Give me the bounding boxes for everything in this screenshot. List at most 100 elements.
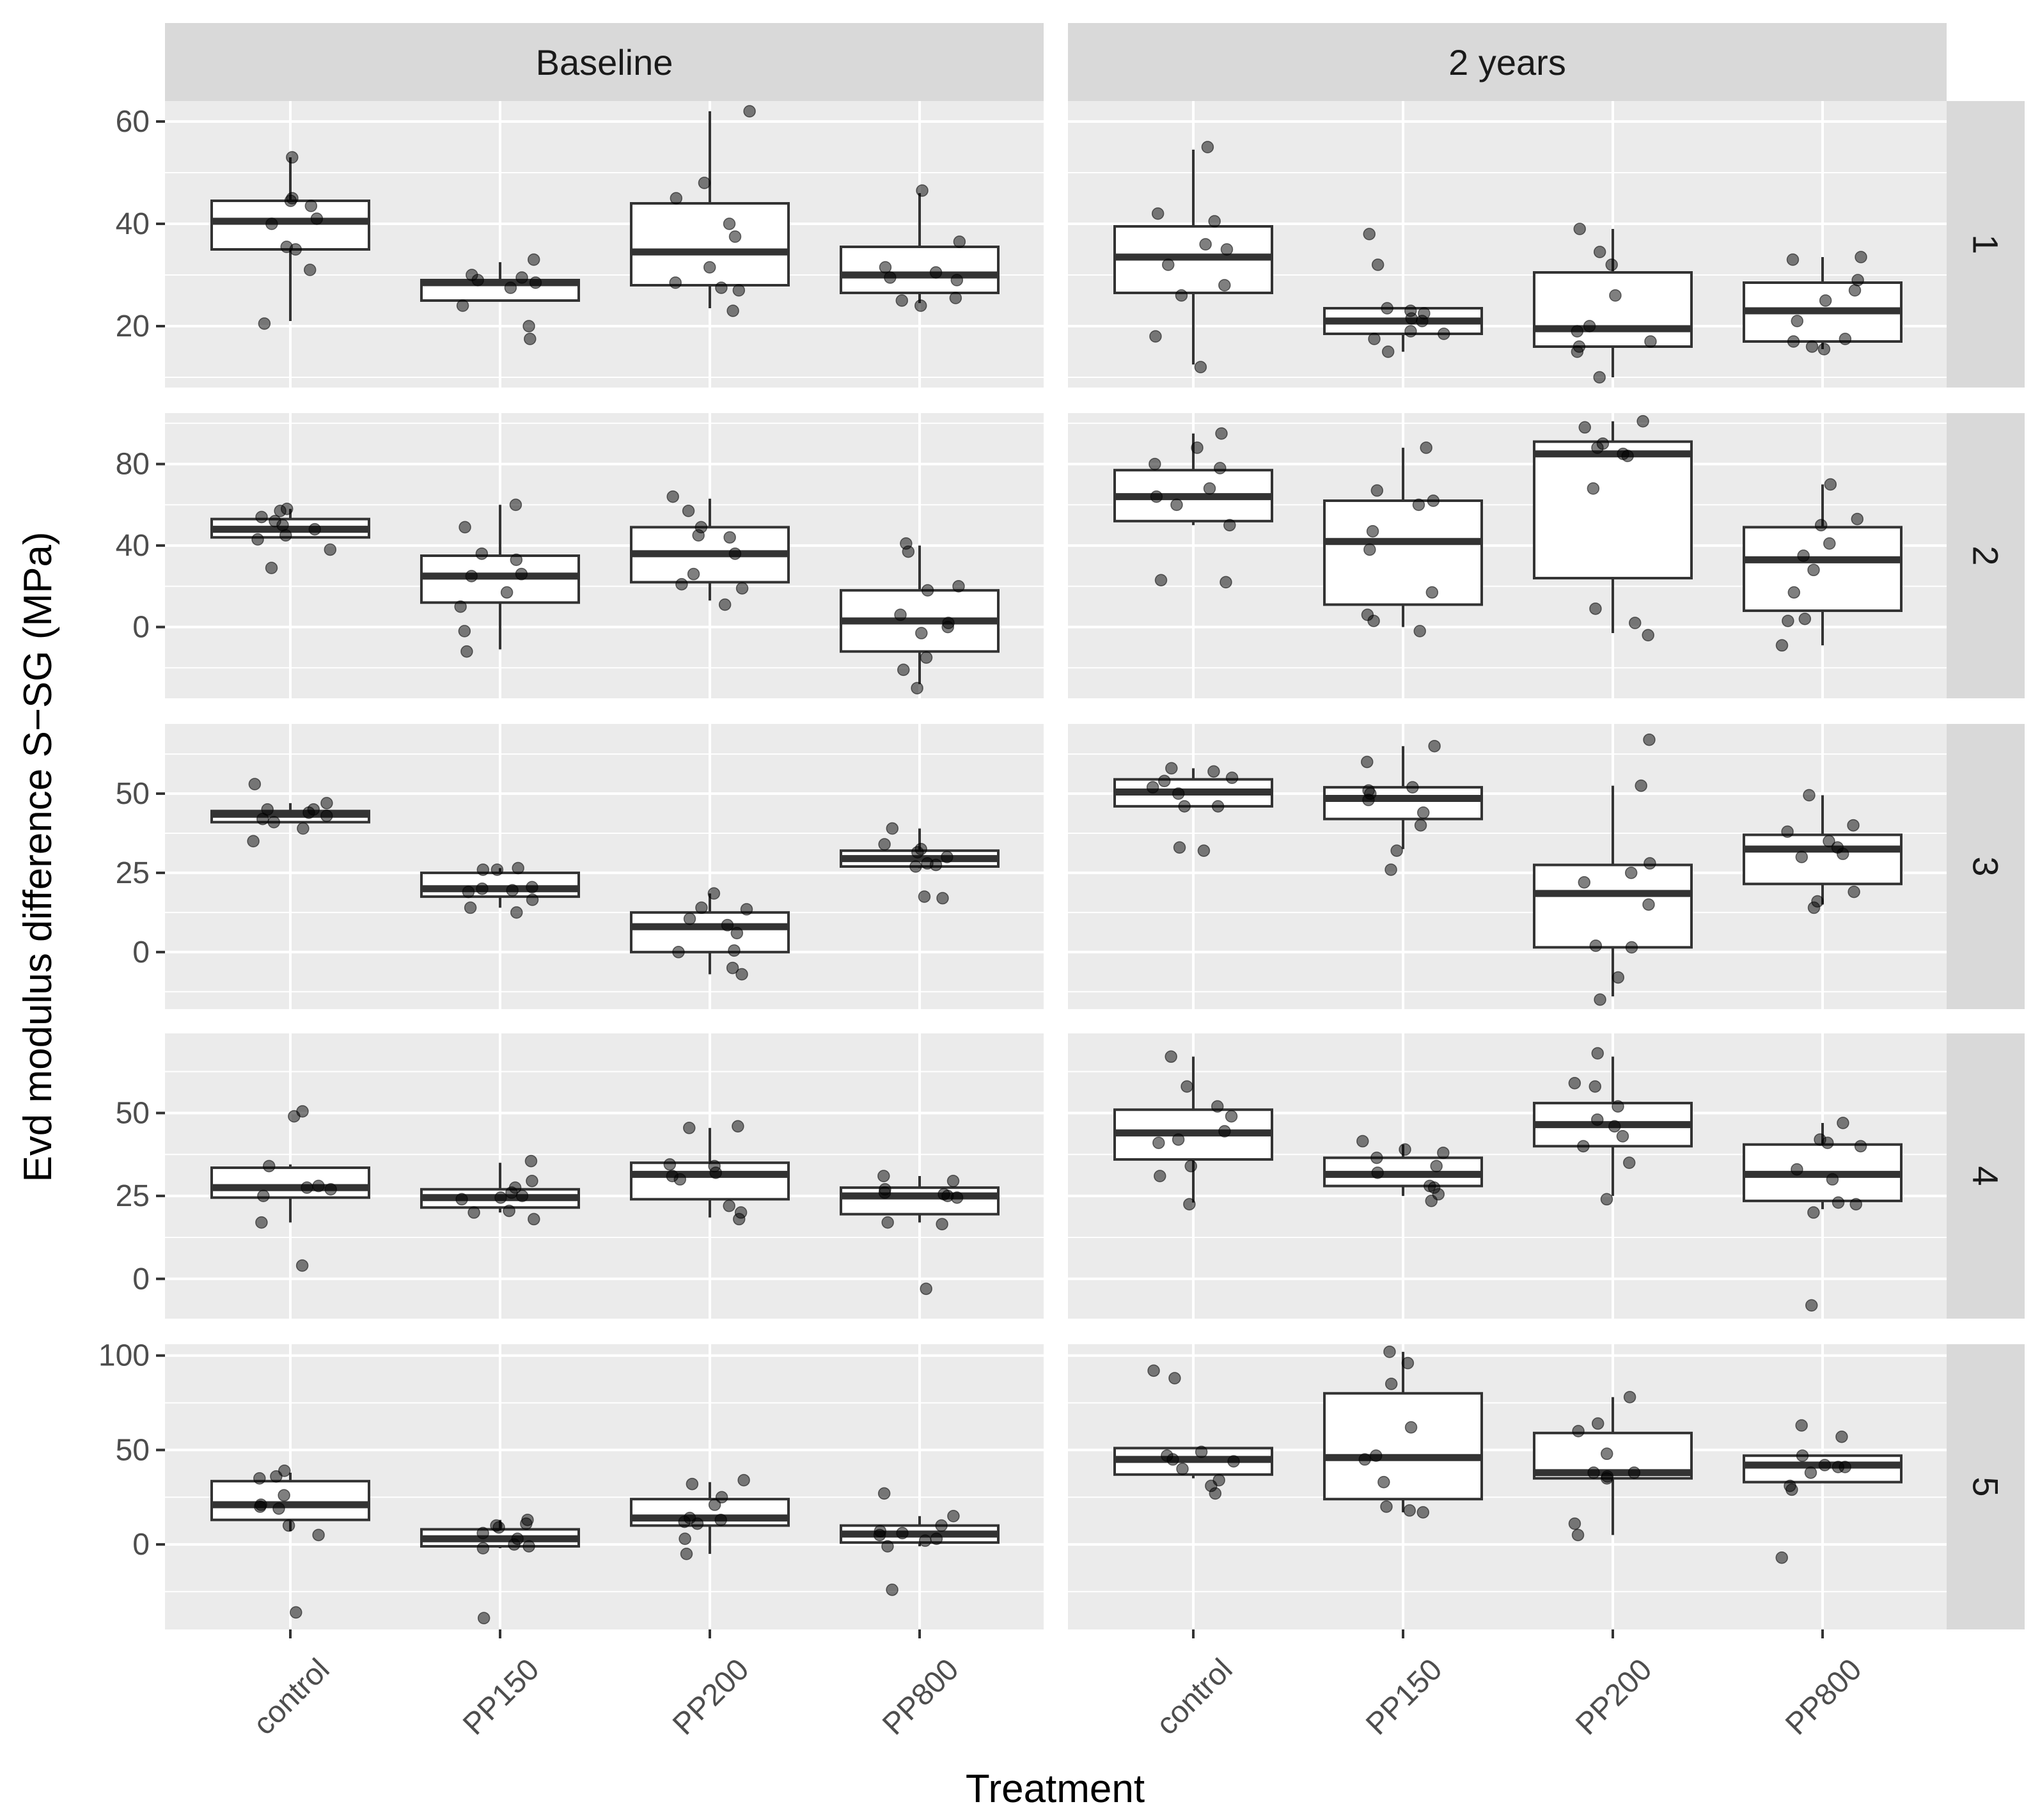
data-point	[1425, 586, 1439, 599]
data-point	[1642, 898, 1655, 911]
data-point	[1593, 246, 1606, 258]
data-point	[1211, 1100, 1224, 1113]
box-pp150	[420, 253, 580, 345]
data-point	[1184, 1159, 1197, 1173]
data-point	[1578, 421, 1591, 434]
data-point	[682, 505, 695, 517]
panel-2-years-row-1	[1068, 101, 1947, 388]
panel-baseline-row-5	[165, 1344, 1044, 1629]
data-point	[1623, 1390, 1636, 1404]
data-point	[1173, 841, 1186, 854]
data-point	[476, 1542, 490, 1555]
y-tick-label: 60	[116, 105, 150, 139]
data-point	[714, 1513, 727, 1526]
data-point	[1225, 771, 1239, 784]
data-point	[1176, 1463, 1189, 1475]
y-tick-label: 40	[116, 207, 150, 241]
panel-baseline-row-1	[165, 101, 1044, 388]
data-point	[1848, 284, 1862, 297]
data-point	[721, 918, 734, 932]
data-point	[735, 968, 748, 981]
data-point	[680, 1548, 693, 1560]
data-point	[504, 281, 517, 294]
data-point	[521, 1513, 534, 1526]
box-control	[210, 1105, 370, 1272]
data-point	[1571, 325, 1584, 338]
data-point	[454, 600, 467, 613]
data-point	[324, 543, 337, 556]
data-point	[460, 645, 473, 658]
data-point	[255, 510, 268, 524]
data-point	[670, 192, 683, 205]
box-iqr	[1533, 271, 1693, 348]
data-point	[476, 882, 489, 895]
data-point	[320, 809, 333, 822]
data-point	[261, 803, 274, 816]
data-point	[1791, 1163, 1803, 1176]
x-tick-label-pp200: PP200	[666, 1652, 755, 1741]
data-point	[1215, 427, 1228, 440]
box-pp200	[1533, 414, 1693, 641]
panel-baseline-row-4	[165, 1033, 1044, 1319]
data-point	[464, 901, 477, 914]
data-point	[1208, 215, 1221, 228]
box-iqr	[840, 246, 1000, 294]
data-point	[1197, 844, 1211, 857]
box-pp200	[630, 1473, 790, 1560]
data-point	[1199, 238, 1212, 251]
data-point	[707, 887, 721, 900]
x-tick-label-control: control	[1150, 1652, 1239, 1741]
data-point	[1572, 1425, 1585, 1438]
box-pp800	[1743, 1419, 1903, 1564]
data-point	[1839, 333, 1852, 345]
data-point	[512, 861, 524, 875]
data-point	[1371, 258, 1385, 271]
data-point	[280, 240, 293, 253]
data-point	[466, 269, 478, 281]
panel-baseline-row-3	[165, 724, 1044, 1009]
data-point	[1183, 1198, 1196, 1211]
strip-bg-2-years	[1068, 23, 1947, 101]
data-point	[278, 1464, 291, 1477]
data-point	[726, 961, 739, 975]
x-tick-label-pp800: PP800	[1779, 1652, 1868, 1741]
data-point	[255, 1216, 268, 1229]
box-iqr	[1743, 833, 1903, 886]
box-control	[210, 151, 370, 330]
data-point	[1385, 863, 1397, 876]
data-point	[920, 651, 933, 664]
data-point	[708, 1159, 721, 1173]
data-point	[1390, 844, 1403, 857]
data-point	[877, 1170, 890, 1182]
data-point	[1203, 482, 1216, 495]
box-control	[1113, 141, 1273, 373]
data-point	[881, 1216, 894, 1229]
data-point	[686, 1477, 699, 1491]
data-point	[1168, 1372, 1181, 1385]
data-point	[1412, 498, 1425, 512]
data-point	[286, 192, 299, 205]
data-point	[1837, 1117, 1849, 1129]
panel-baseline-row-2	[165, 413, 1044, 698]
y-tick-label: 80	[116, 448, 150, 482]
data-point	[1644, 335, 1657, 348]
data-point	[918, 1534, 932, 1547]
data-point	[303, 263, 317, 276]
data-point	[1805, 340, 1819, 353]
data-point	[683, 913, 696, 925]
data-point	[1438, 327, 1450, 340]
data-point	[1824, 478, 1837, 491]
data-point	[1807, 1206, 1820, 1219]
data-point	[1823, 537, 1836, 550]
data-point	[878, 838, 891, 851]
data-point	[1786, 253, 1800, 266]
data-point	[877, 1487, 891, 1500]
data-point	[718, 598, 732, 611]
data-point	[1157, 774, 1171, 787]
data-point	[874, 1525, 887, 1538]
y-tick-label: 0	[132, 611, 150, 645]
x-tick-label-control: control	[247, 1652, 336, 1741]
data-point	[1795, 851, 1809, 863]
data-point	[1420, 441, 1432, 454]
data-point	[884, 271, 897, 284]
